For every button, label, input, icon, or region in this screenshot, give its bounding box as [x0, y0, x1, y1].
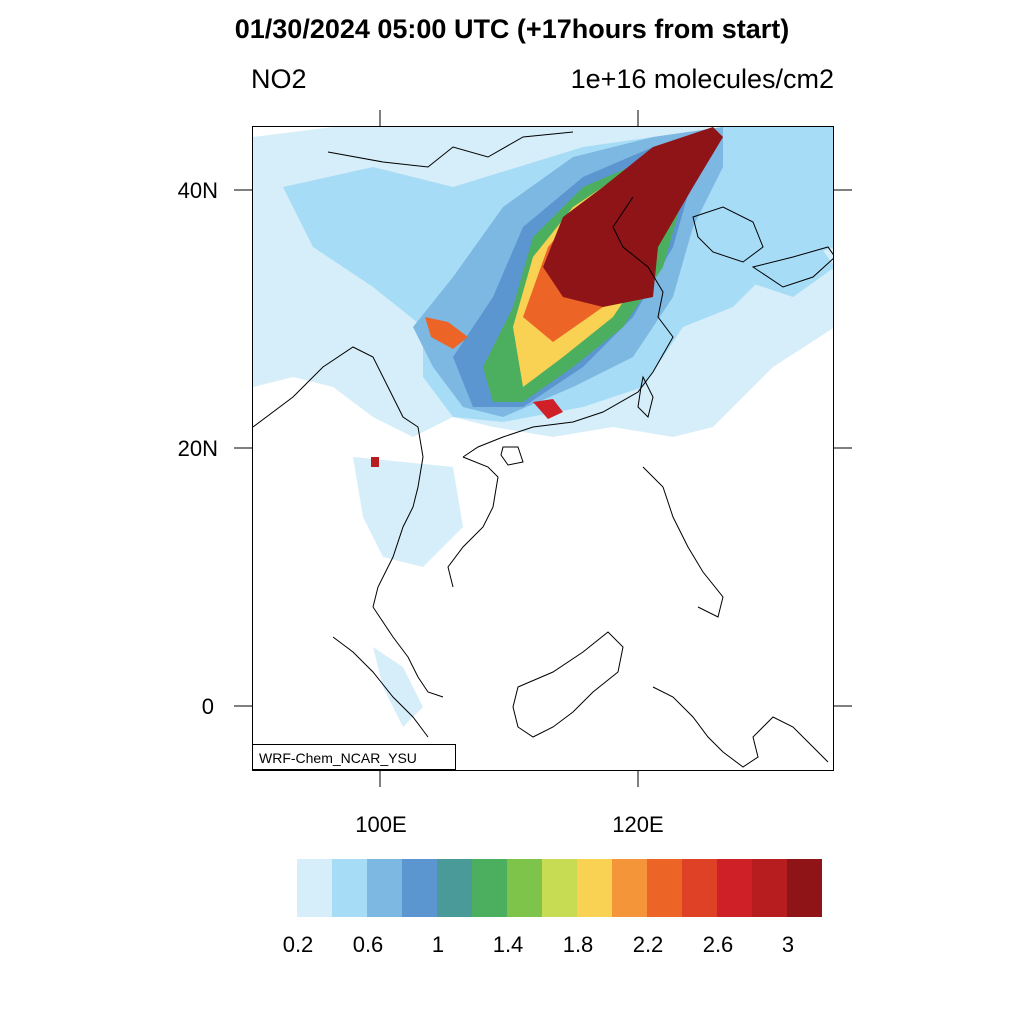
- colorbar-box-8: [577, 859, 612, 917]
- colorbar-box-14: [787, 859, 822, 917]
- colorbar-label-6: 2.6: [702, 932, 734, 957]
- colorbar-label-5: 2.2: [632, 932, 664, 957]
- colorbar: [297, 859, 822, 917]
- colorbar-box-6: [507, 859, 542, 917]
- colorbar-box-11: [682, 859, 717, 917]
- lat-label-40n: 40N: [177, 178, 218, 203]
- no2-layer-light-korea: [683, 207, 833, 297]
- no2-layer-darkred: [543, 127, 723, 307]
- colorbar-label-2: 1: [431, 932, 445, 957]
- colorbar-box-9: [612, 859, 647, 917]
- colorbar-label-7: 3: [781, 932, 795, 957]
- no2-layer-lightest-malay: [373, 647, 423, 727]
- coastlines: [253, 131, 833, 768]
- colorbar-box-5: [472, 859, 507, 917]
- lon-label-100e: 100E: [355, 812, 407, 837]
- colorbar-box-4: [437, 859, 472, 917]
- colorbar-box-7: [542, 859, 577, 917]
- colorbar-label-1: 0.6: [352, 932, 384, 957]
- colorbar-box-2: [367, 859, 402, 917]
- colorbar-label-4: 1.8: [562, 932, 594, 957]
- colorbar-box-10: [647, 859, 682, 917]
- colorbar-box-3: [402, 859, 437, 917]
- units-label: 1e+16 molecules/cm2: [570, 64, 834, 94]
- no2-hotspot-thailand: [371, 457, 379, 467]
- colorbar-box-12: [717, 859, 752, 917]
- colorbar-label-0: 0.2: [282, 932, 314, 957]
- map-panel: [252, 126, 834, 771]
- plot-title: 01/30/2024 05:00 UTC (+17hours from star…: [234, 14, 790, 44]
- model-credit: WRF-Chem_NCAR_YSU: [252, 744, 456, 770]
- colorbar-box-1: [332, 859, 367, 917]
- no2-layer-lightest-se-asia: [353, 457, 463, 567]
- colorbar-label-3: 1.4: [492, 932, 524, 957]
- colorbar-box-0: [297, 859, 332, 917]
- lon-label-120e: 120E: [612, 812, 664, 837]
- colorbar-box-13: [752, 859, 787, 917]
- no2-map: [253, 127, 833, 768]
- lat-label-20n: 20N: [177, 436, 218, 461]
- no2-hotspot-sichuan: [425, 317, 468, 349]
- no2-hotspot-pearl-delta: [533, 399, 563, 419]
- variable-name: NO2: [251, 64, 307, 94]
- lat-label-0: 0: [201, 694, 214, 719]
